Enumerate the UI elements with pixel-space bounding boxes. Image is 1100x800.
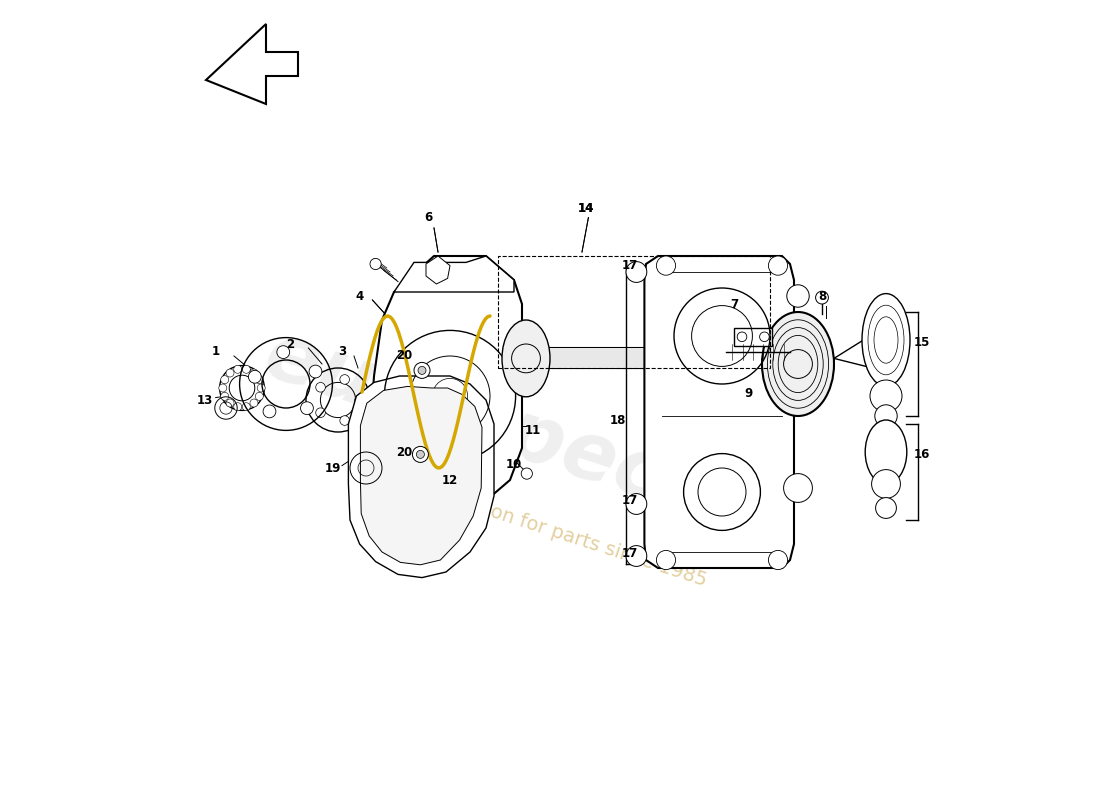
Text: 15: 15 [914,336,931,349]
Text: 9: 9 [745,387,752,400]
Circle shape [219,384,227,392]
Text: eurospecs: eurospecs [254,315,718,533]
Circle shape [255,392,263,400]
Circle shape [521,468,532,479]
Circle shape [250,369,258,377]
Circle shape [255,376,263,384]
Circle shape [769,256,788,275]
Text: 13: 13 [196,394,212,406]
Polygon shape [361,386,482,565]
Circle shape [769,550,788,570]
Circle shape [242,366,251,374]
Polygon shape [426,256,450,284]
Text: 14: 14 [578,202,594,214]
Circle shape [414,362,430,378]
Circle shape [626,262,647,282]
Text: 8: 8 [818,290,826,302]
Text: 6: 6 [425,211,432,224]
Circle shape [340,374,350,384]
Circle shape [355,395,364,405]
Circle shape [233,366,242,374]
Circle shape [786,285,810,307]
Text: 20: 20 [396,350,412,362]
Circle shape [309,365,322,378]
Circle shape [657,256,675,275]
Polygon shape [394,256,514,292]
Circle shape [316,382,326,392]
Ellipse shape [866,420,906,484]
Text: 20: 20 [396,446,412,458]
Circle shape [250,399,258,407]
Text: 19: 19 [324,462,341,474]
Text: 7: 7 [730,298,738,310]
Text: a passion for parts since 1985: a passion for parts since 1985 [422,482,710,590]
Circle shape [626,546,647,566]
Text: 12: 12 [442,474,458,486]
Circle shape [221,376,229,384]
Circle shape [257,384,265,392]
Text: 3: 3 [338,346,346,358]
Circle shape [870,380,902,412]
Polygon shape [349,376,494,578]
Circle shape [226,369,234,377]
Circle shape [263,405,276,418]
Circle shape [226,399,234,407]
Circle shape [876,498,896,518]
Circle shape [249,370,261,383]
Circle shape [417,450,425,458]
Circle shape [221,392,229,400]
Ellipse shape [762,312,834,416]
Polygon shape [645,256,794,568]
Polygon shape [370,256,522,512]
Text: 16: 16 [914,448,931,461]
Circle shape [874,405,898,427]
Text: 17: 17 [621,259,638,272]
Text: 18: 18 [609,414,626,426]
Text: 1: 1 [211,346,220,358]
Text: 17: 17 [621,494,638,506]
Ellipse shape [862,294,910,386]
Circle shape [277,346,289,358]
Polygon shape [206,24,298,104]
Circle shape [412,446,428,462]
Circle shape [233,402,242,410]
Text: 10: 10 [506,458,522,470]
Circle shape [783,474,813,502]
Text: 11: 11 [525,424,540,437]
Text: 2: 2 [286,338,294,350]
Circle shape [418,366,426,374]
Circle shape [370,258,382,270]
Text: 4: 4 [355,290,364,302]
Circle shape [316,408,326,418]
Circle shape [242,402,251,410]
Circle shape [340,416,350,426]
Ellipse shape [724,320,784,403]
Text: 14: 14 [578,202,594,214]
Polygon shape [734,328,772,346]
Circle shape [871,470,901,498]
Circle shape [657,550,675,570]
Circle shape [300,402,313,414]
Circle shape [815,291,828,304]
Bar [518,348,806,368]
Ellipse shape [502,320,550,397]
Circle shape [626,494,647,514]
Text: 17: 17 [621,547,638,560]
